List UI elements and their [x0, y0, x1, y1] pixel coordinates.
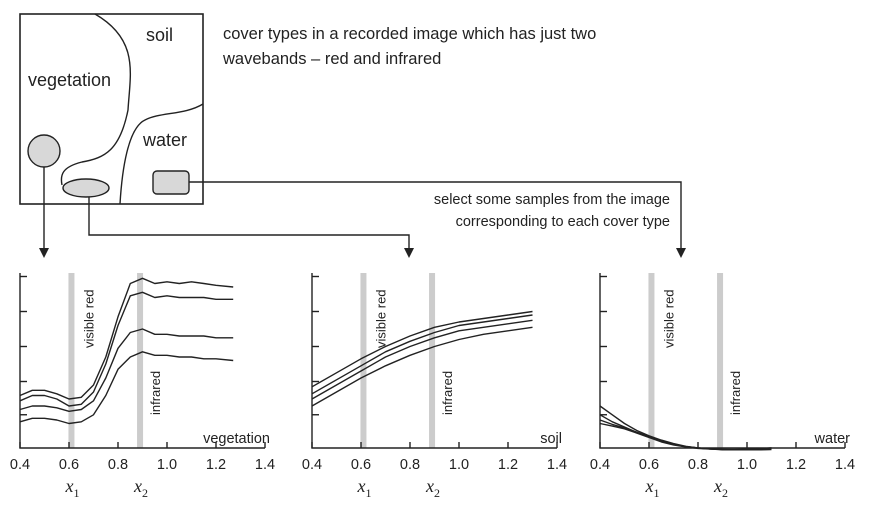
x-tick-label: 1.4	[547, 457, 567, 473]
sample-connectors	[39, 167, 686, 258]
x-tick-label: 0.4	[302, 457, 322, 473]
spectral-curve-3	[311, 319, 533, 400]
band-infrared	[717, 273, 724, 448]
soil-spectral-chart: 0.4 0.6 0.8 1.0 1.2 1.4 visible red infrared soi…	[302, 273, 567, 500]
x-tick-label: 1.0	[157, 457, 177, 473]
x-tick-label: 1.2	[206, 457, 226, 473]
chart-title: vegetation	[203, 431, 270, 447]
water-sample-rect	[152, 170, 190, 195]
cover-type-map: soil vegetation water	[19, 13, 204, 205]
band-marker-x2: x2	[713, 476, 728, 500]
soil-connector	[88, 197, 410, 250]
x-tick-label: 0.4	[10, 457, 30, 473]
spectral-curve-2	[19, 291, 234, 407]
band-marker-x1: x1	[644, 476, 659, 500]
vegetation-spectral-chart: 0.4 0.6 0.8 1.0 1.2 1.4 visible red infrared veg…	[10, 273, 275, 500]
x-tick-label: 0.8	[688, 457, 708, 473]
x-tick-label: 0.6	[59, 457, 79, 473]
band-label-visible-red: visible red	[661, 289, 676, 348]
region-label-vegetation: vegetation	[28, 70, 111, 90]
band-infrared	[137, 273, 144, 448]
spectral-curve-4	[599, 422, 772, 451]
spectral-curve-1	[19, 277, 234, 400]
x-tick-label: 1.4	[255, 457, 275, 473]
band-label-visible-red: visible red	[81, 289, 96, 348]
spectral-curve-4	[19, 351, 234, 425]
chart-title: water	[814, 431, 851, 447]
band-label-infrared: infrared	[148, 371, 163, 415]
vegetation-arrowhead	[39, 248, 49, 258]
water-arrowhead	[676, 248, 686, 258]
spectral-curve-2	[599, 414, 772, 451]
x-tick-label: 1.2	[786, 457, 806, 473]
band-marker-x2: x2	[425, 476, 440, 500]
vegetation-sample-circle	[27, 134, 61, 168]
band-marker-x1: x1	[64, 476, 79, 500]
band-marker-x2: x2	[133, 476, 148, 500]
x-tick-label: 0.6	[639, 457, 659, 473]
spectral-curve-3	[19, 328, 234, 412]
band-label-visible-red: visible red	[373, 289, 388, 348]
band-visible-red	[648, 273, 655, 448]
water-boundary	[119, 103, 204, 205]
spectral-curve-4	[311, 326, 533, 407]
band-label-infrared: infrared	[728, 371, 743, 415]
region-label-water: water	[142, 130, 187, 150]
band-label-infrared: infrared	[440, 371, 455, 415]
instruction-line-2: corresponding to each cover type	[456, 214, 670, 230]
band-marker-x1: x1	[356, 476, 371, 500]
x-tick-label: 0.6	[351, 457, 371, 473]
band-visible-red	[360, 273, 367, 448]
x-tick-label: 0.8	[400, 457, 420, 473]
soil-sample-ellipse	[62, 178, 110, 198]
x-tick-label: 0.8	[108, 457, 128, 473]
water-spectral-chart: 0.4 0.6 0.8 1.0 1.2 1.4 visible red infrared wat…	[590, 273, 855, 500]
x-tick-label: 1.0	[449, 457, 469, 473]
description-line-1: cover types in a recorded image which ha…	[223, 25, 596, 43]
water-connector	[189, 181, 682, 250]
soil-arrowhead	[404, 248, 414, 258]
soil-vegetation-boundary	[60, 13, 132, 186]
x-tick-label: 1.4	[835, 457, 855, 473]
band-visible-red	[68, 273, 75, 448]
spectral-curve-1	[311, 310, 533, 388]
description-line-2: wavebands – red and infrared	[222, 50, 441, 68]
chart-title: soil	[540, 431, 562, 447]
region-label-soil: soil	[146, 25, 173, 45]
band-infrared	[429, 273, 436, 448]
spectral-curve-2	[311, 314, 533, 395]
x-tick-label: 0.4	[590, 457, 610, 473]
x-tick-label: 1.2	[498, 457, 518, 473]
instruction-line-1: select some samples from the image	[434, 192, 670, 208]
x-tick-label: 1.0	[737, 457, 757, 473]
